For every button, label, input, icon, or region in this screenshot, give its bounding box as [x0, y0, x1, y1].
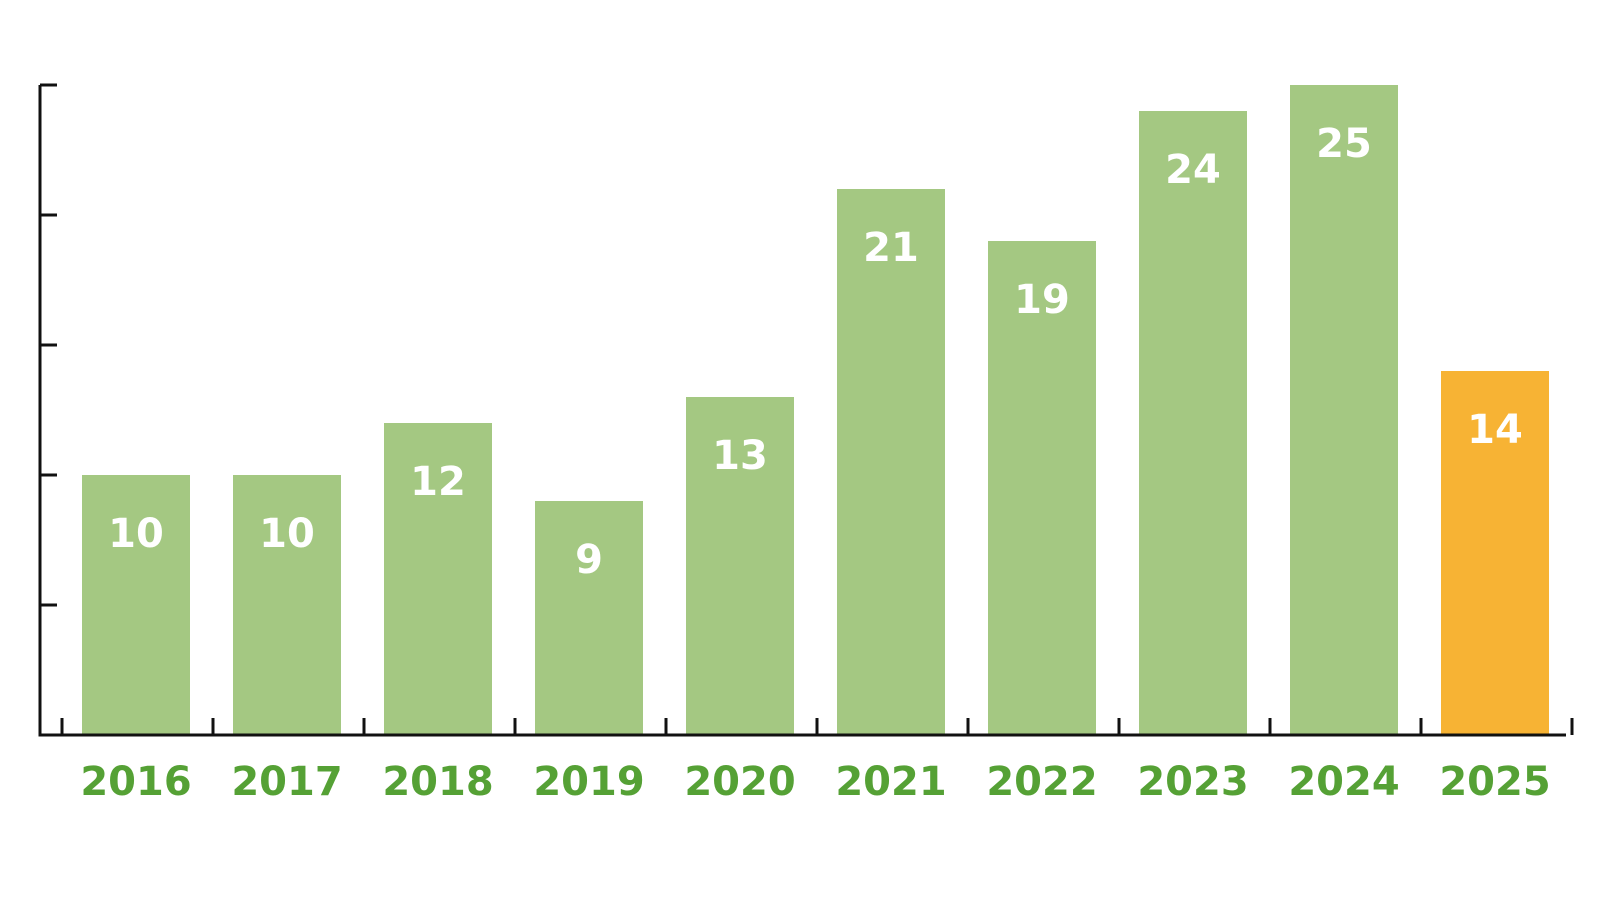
- value-label-2025: 14: [1467, 407, 1523, 453]
- y-axis: [38, 83, 57, 737]
- category-label-2022: 2022: [986, 759, 1097, 805]
- bar-2025: [1441, 371, 1549, 735]
- category-label-2021: 2021: [835, 759, 946, 805]
- x-axis: [38, 718, 1574, 737]
- bar-2021: [837, 189, 945, 735]
- category-label-2016: 2016: [80, 759, 191, 805]
- value-label-2021: 21: [863, 225, 919, 271]
- bar-2020: [686, 397, 794, 735]
- category-label-2023: 2023: [1137, 759, 1248, 805]
- category-label-2018: 2018: [382, 759, 493, 805]
- bar-2022: [988, 241, 1096, 735]
- category-label-2020: 2020: [684, 759, 795, 805]
- value-label-2024: 25: [1316, 121, 1372, 167]
- category-label-2019: 2019: [533, 759, 644, 805]
- value-label-2019: 9: [575, 537, 603, 583]
- value-label-2022: 19: [1014, 277, 1070, 323]
- category-labels: 2016 2017 2018 2019 2020 2021 2022 2023 2024 2025: [80, 759, 1550, 805]
- value-labels: 10 10 12 9 13 21 19 24 25 14: [108, 121, 1523, 583]
- category-label-2025: 2025: [1439, 759, 1550, 805]
- bar-2019: [535, 501, 643, 735]
- bar-2017: [233, 475, 341, 735]
- value-label-2018: 12: [410, 459, 466, 505]
- bar-2023: [1139, 111, 1247, 735]
- bar-2016: [82, 475, 190, 735]
- bars: [82, 85, 1549, 735]
- value-label-2023: 24: [1165, 147, 1221, 193]
- value-label-2020: 13: [712, 433, 768, 479]
- value-label-2017: 10: [259, 511, 315, 557]
- bar-2024: [1290, 85, 1398, 735]
- value-label-2016: 10: [108, 511, 164, 557]
- category-label-2017: 2017: [231, 759, 342, 805]
- category-label-2024: 2024: [1288, 759, 1399, 805]
- bar-2018: [384, 423, 492, 735]
